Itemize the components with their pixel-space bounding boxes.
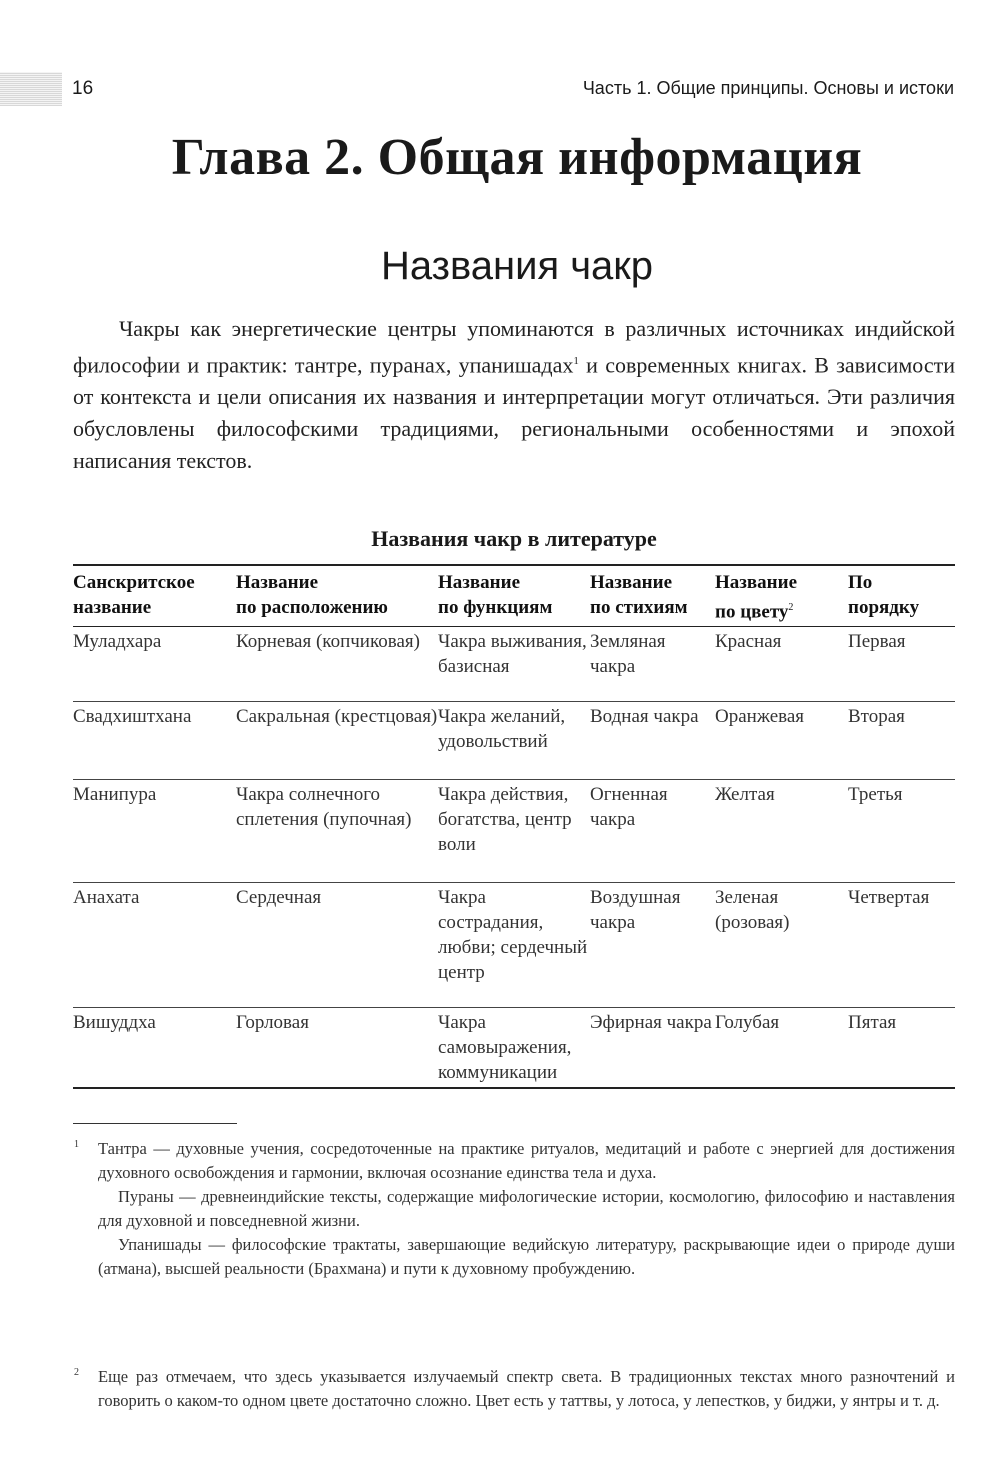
table-cell: Красная [715, 626, 848, 703]
header-line: по стихиям [590, 597, 688, 618]
table-cell: Голубая [715, 1007, 848, 1090]
intro-paragraph: Чакры как энергетические центры упоминаю… [73, 313, 955, 477]
column-header: Название по цвету2 [715, 564, 848, 628]
header-line: По [848, 572, 873, 593]
footnote-mark: 1 [74, 1139, 79, 1150]
footnote-ref-2[interactable]: 2 [788, 602, 794, 613]
footnote-mark: 2 [74, 1367, 79, 1378]
table-cell: Эфирная чакра [590, 1007, 715, 1090]
table-cell: Сердечная [236, 882, 438, 1009]
table-cell: Муладхара [73, 626, 236, 703]
table-cell: Чакра выживания, базисная [438, 626, 590, 703]
chakra-names-table: Санскритское название Название по расположе… [73, 564, 955, 1090]
header-line: Название [438, 572, 521, 593]
table-cell: Огненная чакра [590, 779, 715, 884]
table-header-row: Санскритское название Название по расположе… [73, 564, 955, 628]
header-line: по расположению [236, 597, 388, 618]
table-cell: Чакра солнечного сплетения (пупочная) [236, 779, 438, 884]
footnote-ref-1[interactable]: 1 [573, 355, 579, 367]
running-header: Часть 1. Общие принципы. Основы и истоки [582, 78, 954, 98]
header-line: порядку [848, 597, 920, 618]
footnote-paragraph: Пураны — древнеиндийские тексты, содержа… [98, 1187, 955, 1230]
footnote-divider [73, 1123, 237, 1124]
column-header: По порядку [848, 564, 955, 628]
header-line: Название [236, 572, 319, 593]
table-cell: Третья [848, 779, 955, 884]
table-cell: Свадхиштхана [73, 701, 236, 781]
header-line: Название [715, 572, 798, 593]
footnote-paragraph: Упанишады — философские трактаты, заверш… [98, 1235, 955, 1278]
page-number: 16 [72, 78, 94, 99]
table-row: Свадхиштхана Сакральная (крестцовая) Чакра… [73, 701, 955, 781]
table-cell: Манипура [73, 779, 236, 884]
paragraph-text: Чакры как энергетические центры упоминаю… [73, 316, 955, 378]
table-cell: Сакральная (крестцовая) [236, 701, 438, 781]
table-row: Вишуддха Горловая Чакра самовыражения, ком… [73, 1007, 955, 1090]
column-header: Название по стихиям [590, 564, 715, 628]
header-line: Название [590, 572, 673, 593]
table-cell: Зеленая (розовая) [715, 882, 848, 1009]
table-row: Анахата Сердечная Чакра сострадания, любви… [73, 882, 955, 1009]
table-cell: Желтая [715, 779, 848, 884]
table-row: Манипура Чакра солнечного сплетения (пупо… [73, 779, 955, 884]
page-corner-shading [0, 72, 62, 106]
table-cell: Первая [848, 626, 955, 703]
table-cell: Горловая [236, 1007, 438, 1090]
table-cell: Чакра желаний, удовольствий [438, 701, 590, 781]
table-row: Муладхара Корневая (копчиковая) Чакра выжи… [73, 626, 955, 703]
footnote-paragraph: Еще раз отмечаем, что здесь указывается … [98, 1367, 955, 1410]
column-header: Название по расположению [236, 564, 438, 628]
footnote: 1 Тантра — духовные учения, сосредоточенн… [74, 1137, 955, 1281]
table-cell: Воздушная чакра [590, 882, 715, 1009]
table-cell: Анахата [73, 882, 236, 1009]
header-line: по цвету [715, 601, 789, 623]
column-header: Санскритское название [73, 564, 236, 628]
table-cell: Чакра действия, богатства, центр воли [438, 779, 590, 884]
table-cell: Вторая [848, 701, 955, 781]
table-cell: Вишуддха [73, 1007, 236, 1090]
table-cell: Корневая (копчиковая) [236, 626, 438, 703]
paragraph-text-continued: и современных книгах. В зависимости от к… [73, 352, 955, 474]
header-line: по функциям [438, 597, 553, 618]
section-title: Названия чакр [380, 244, 654, 288]
header-line: название [73, 597, 152, 618]
table-cell: Четвертая [848, 882, 955, 1009]
table-cell: Чакра самовыражения, коммуникации [438, 1007, 590, 1090]
table-cell: Земляная чакра [590, 626, 715, 703]
table-cell: Водная чакра [590, 701, 715, 781]
footnote: 2 Еще раз отмечаем, что здесь указывается… [74, 1365, 955, 1413]
chapter-title: Глава 2. Общая информация [171, 129, 863, 186]
table-cell: Чакра сострадания, любви; сердечный цент… [438, 882, 590, 1009]
header-line: Санскритское [73, 572, 195, 593]
table-cell: Пятая [848, 1007, 955, 1090]
table-caption: Названия чакр в литературе [371, 526, 657, 551]
footnote-paragraph: Тантра — духовные учения, сосредоточенны… [98, 1139, 955, 1182]
table-cell: Оранжевая [715, 701, 848, 781]
column-header: Название по функциям [438, 564, 590, 628]
